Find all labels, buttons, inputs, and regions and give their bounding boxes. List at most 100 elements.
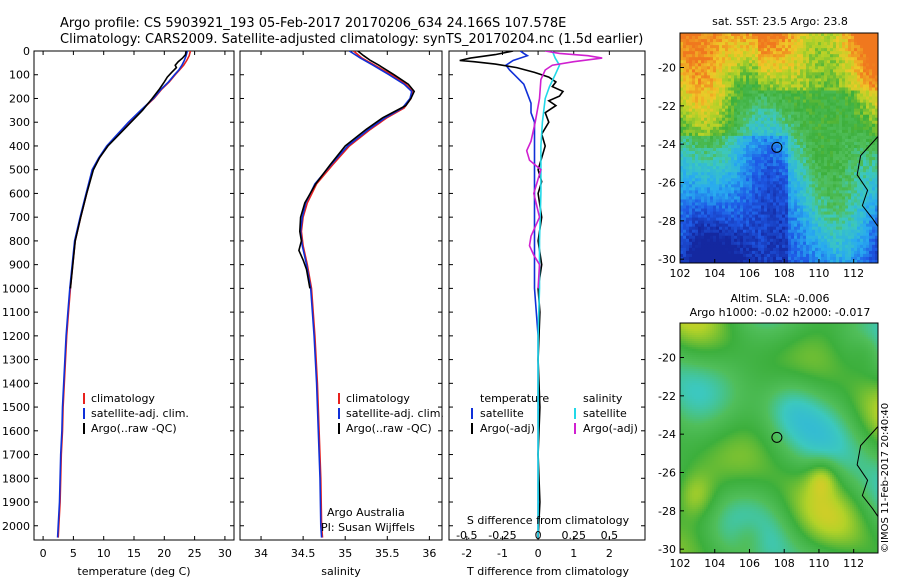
map-cell	[698, 42, 702, 46]
map-cell	[776, 247, 780, 252]
map-cell	[710, 154, 714, 158]
map-cell	[767, 144, 771, 149]
map-cell	[776, 102, 780, 107]
map-cell	[761, 114, 765, 119]
map-cell	[812, 238, 816, 243]
map-cell	[764, 78, 768, 82]
map-cell	[863, 190, 867, 194]
map-cell	[680, 69, 684, 73]
map-cell	[776, 126, 780, 131]
map-cell	[842, 223, 846, 228]
map-cell	[797, 175, 801, 179]
map-cell	[728, 114, 732, 119]
map-cell	[773, 202, 777, 206]
x-tick-label: -1	[497, 547, 508, 560]
map-cell	[848, 36, 852, 40]
map-cell	[782, 163, 786, 167]
map-cell	[680, 138, 684, 143]
map-cell	[698, 141, 702, 146]
map-cell	[752, 214, 756, 219]
map-cell	[734, 102, 738, 107]
map-cell	[848, 208, 852, 212]
map-cell	[797, 144, 801, 149]
map-cell	[692, 223, 696, 228]
map-cell	[773, 108, 777, 113]
map-cell	[791, 166, 795, 170]
map-cell	[767, 229, 771, 234]
map-cell	[716, 93, 720, 97]
map-cell	[875, 235, 879, 240]
map-cell	[842, 42, 846, 46]
map-cell	[836, 120, 840, 125]
map-cell	[716, 247, 720, 252]
map-cell	[749, 129, 753, 134]
map-cell	[842, 190, 846, 194]
map-cell	[827, 175, 831, 179]
map-cell	[794, 172, 798, 176]
map-cell	[707, 175, 711, 179]
map-cell	[728, 42, 732, 46]
map-cell	[713, 190, 717, 194]
map-cell	[806, 66, 810, 70]
map-cell	[854, 78, 858, 82]
map-cell	[755, 229, 759, 234]
map-cell	[806, 190, 810, 194]
map-cell	[836, 135, 840, 140]
map-cell	[752, 217, 756, 222]
map-cell	[842, 208, 846, 212]
map-cell	[716, 226, 720, 231]
map-cell	[701, 60, 705, 64]
map-cell	[869, 78, 873, 82]
map-cell	[782, 132, 786, 137]
map-cell	[836, 51, 840, 55]
map-cell	[815, 108, 819, 113]
map-cell	[749, 132, 753, 137]
map-cell	[722, 93, 726, 97]
map-cell	[743, 72, 747, 76]
map-cell	[770, 42, 774, 46]
map-cell	[830, 33, 834, 37]
map-cell	[866, 232, 870, 237]
map-cell	[689, 102, 693, 107]
map-cell	[848, 87, 852, 91]
map-cell	[698, 187, 702, 191]
map-cell	[680, 181, 684, 185]
map-cell	[695, 196, 699, 200]
map-cell	[788, 102, 792, 107]
map-cell	[740, 66, 744, 70]
map-cell	[764, 129, 768, 134]
map-cell	[686, 208, 690, 212]
map-cell	[695, 141, 699, 146]
map-cell	[749, 223, 753, 228]
map-cell	[689, 223, 693, 228]
map-cell	[848, 117, 852, 122]
map-cell	[722, 81, 726, 85]
map-cell	[755, 190, 759, 194]
map-cell	[857, 223, 861, 228]
map-cell	[842, 205, 846, 209]
map-cell	[746, 60, 750, 64]
map-cell	[746, 132, 750, 137]
map-cell	[872, 114, 876, 119]
map-cell	[773, 63, 777, 67]
map-cell	[815, 144, 819, 149]
map-cell	[710, 163, 714, 167]
map-cell	[812, 36, 816, 40]
map-cell	[776, 54, 780, 58]
map-cell	[686, 144, 690, 149]
map-cell	[782, 141, 786, 146]
map-cell	[758, 235, 762, 240]
map-cell	[698, 39, 702, 43]
map-cell	[785, 199, 789, 203]
map-cell	[701, 114, 705, 119]
map-cell	[749, 175, 753, 179]
map-cell	[815, 84, 819, 88]
map-cell	[851, 172, 855, 176]
map-cell	[854, 66, 858, 70]
map-cell	[755, 226, 759, 231]
map-cell	[848, 135, 852, 140]
map-cell	[824, 181, 828, 185]
map-cell	[740, 208, 744, 212]
map-cell	[785, 60, 789, 64]
map-cell	[719, 160, 723, 164]
